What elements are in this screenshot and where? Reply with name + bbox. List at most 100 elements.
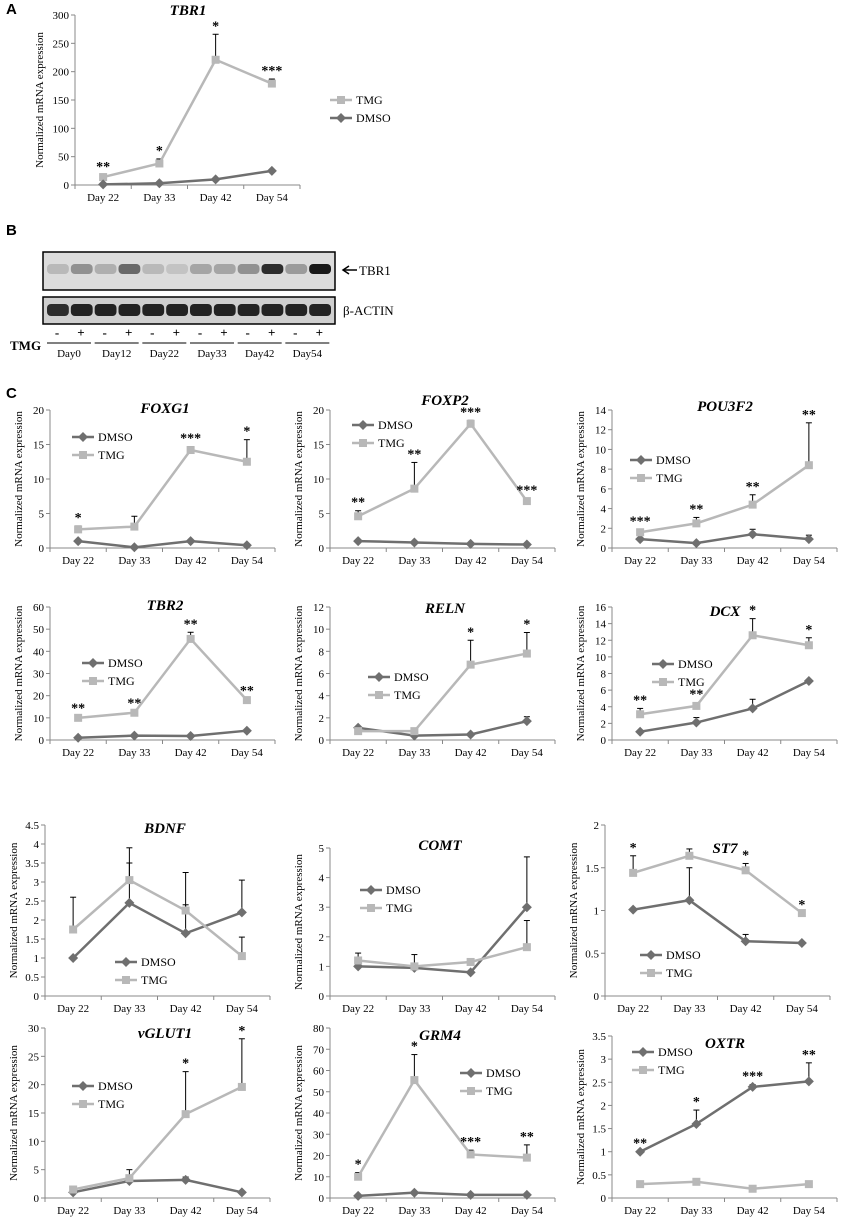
data-point-dmso	[180, 1174, 191, 1185]
legend-marker-tmg	[122, 976, 130, 984]
y-tick-label: 15	[28, 1108, 40, 1120]
legend-marker-tmg	[647, 969, 655, 977]
x-tick-label: Day 54	[786, 1003, 819, 1015]
data-point-tmg	[692, 519, 701, 528]
y-tick-label: 0	[601, 543, 607, 555]
y-tick-label: 60	[313, 1066, 325, 1078]
data-point-dmso	[236, 1187, 247, 1198]
significance-marker: *	[693, 1095, 700, 1110]
data-point-dmso	[73, 536, 84, 547]
data-point-tmg	[748, 500, 757, 509]
data-point-tmg	[74, 525, 83, 534]
legend-marker-tmg	[375, 691, 383, 699]
data-point-dmso	[210, 174, 221, 185]
significance-marker: *	[243, 425, 250, 440]
data-point-dmso	[68, 953, 79, 963]
data-point-dmso	[180, 928, 191, 939]
chart-title: POU3F2	[697, 399, 753, 415]
x-tick-label: Day 42	[455, 555, 487, 567]
legend-label-dmso: DMSO	[141, 955, 176, 969]
data-point-tmg	[466, 419, 475, 428]
y-tick-label: 2.5	[592, 1077, 606, 1089]
y-tick-label: 1.5	[585, 863, 599, 875]
x-tick-label: Day 42	[730, 1003, 762, 1015]
legend-marker-dmso	[78, 1081, 88, 1091]
y-axis-label: Normalized mRNA expression	[293, 605, 305, 741]
data-point-dmso	[353, 1190, 364, 1201]
x-tick-label: Day 54	[793, 747, 826, 759]
y-tick-label: 0	[34, 991, 40, 1003]
x-tick-label: Day 42	[737, 555, 769, 567]
data-point-dmso	[241, 725, 252, 736]
significance-marker: **	[689, 688, 703, 703]
y-tick-label: 1.5	[25, 934, 39, 946]
data-point-tmg	[410, 727, 419, 736]
y-tick-label: 2.5	[25, 896, 39, 908]
y-tick-label: 300	[53, 10, 70, 22]
chart-title: COMT	[418, 838, 462, 854]
lane-plus: +	[125, 325, 132, 340]
data-point-tmg	[69, 925, 78, 934]
y-tick-label: 20	[33, 405, 45, 417]
x-tick-label: Day 54	[793, 555, 826, 567]
x-tick-label: Day 54	[511, 1003, 544, 1015]
actin-band-label: β-ACTIN	[343, 303, 394, 318]
x-tick-label: Day 54	[511, 1205, 544, 1217]
y-tick-label: 0	[601, 1193, 607, 1205]
x-tick-label: Day 54	[511, 747, 544, 759]
data-point-tmg	[636, 528, 645, 537]
tbr1-band	[70, 264, 93, 274]
y-axis-label: Normalized mRNA expression	[575, 1049, 587, 1185]
data-point-tmg	[748, 631, 757, 640]
legend-label-tmg: TMG	[356, 93, 383, 107]
y-tick-label: 15	[313, 440, 325, 452]
x-tick-label: Day 42	[737, 1205, 769, 1217]
x-tick-label: Day 54	[511, 555, 544, 567]
x-tick-label: Day 33	[680, 555, 713, 567]
y-tick-label: 6	[601, 484, 607, 496]
significance-marker: *	[805, 623, 812, 638]
series-line-dmso	[632, 898, 802, 945]
x-tick-label: Day 54	[231, 555, 264, 567]
x-tick-label: Day 42	[170, 1003, 202, 1015]
data-point-dmso	[185, 536, 196, 547]
significance-marker: *	[749, 604, 756, 619]
x-tick-label: Day 33	[118, 555, 151, 567]
x-tick-label: Day 33	[113, 1003, 146, 1015]
legend-label-dmso: DMSO	[394, 670, 429, 684]
chart-title: DCX	[709, 604, 742, 620]
series-line-dmso	[78, 729, 247, 740]
data-point-tmg	[354, 956, 363, 965]
series-line-tmg	[78, 636, 248, 720]
y-tick-label: 20	[313, 1151, 325, 1163]
chart-title: TBR2	[147, 598, 184, 614]
lane-day-label: Day0	[57, 348, 81, 360]
chart-reln: 0 2 4 6 8 10 12 Day 22 Day 33 Day 42 Day 54 Normali…	[293, 601, 556, 759]
tbr1-band	[166, 264, 188, 274]
x-tick-label: Day 22	[62, 555, 94, 567]
significance-marker: *	[630, 841, 637, 856]
x-tick-label: Day 33	[143, 192, 176, 204]
data-point-dmso	[73, 732, 84, 743]
y-tick-label: 4	[319, 691, 325, 703]
legend-marker-dmso	[358, 420, 368, 430]
significance-marker: **	[96, 160, 110, 175]
data-point-tmg	[804, 641, 813, 650]
data-point-dmso	[98, 179, 109, 190]
y-axis-label: Normalized mRNA expression	[13, 605, 25, 741]
data-point-dmso	[129, 542, 140, 553]
y-tick-label: 30	[313, 1129, 325, 1141]
series-line-dmso	[639, 679, 810, 733]
data-point-tmg	[466, 660, 475, 669]
y-tick-label: 80	[313, 1023, 325, 1035]
y-tick-label: 1	[601, 1147, 607, 1159]
legend-label-tmg: TMG	[141, 973, 168, 987]
actin-band	[237, 304, 260, 316]
data-point-dmso	[521, 716, 532, 727]
y-tick-label: 0	[319, 1193, 325, 1205]
y-tick-label: 3	[319, 902, 325, 914]
data-point-tmg	[181, 906, 190, 915]
y-tick-label: 150	[53, 95, 70, 107]
y-tick-label: 15	[33, 440, 45, 452]
x-tick-label: Day 33	[398, 555, 431, 567]
